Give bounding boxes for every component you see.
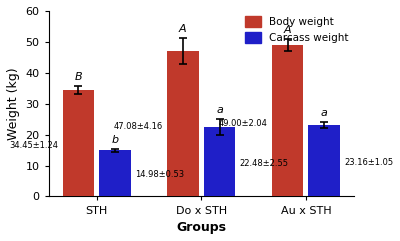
Bar [308,125,340,196]
Text: 14.98±0.53: 14.98±0.53 [135,170,184,179]
Text: B: B [74,72,82,82]
Legend: Body weight, Carcass weight: Body weight, Carcass weight [245,16,348,43]
X-axis label: Groups: Groups [176,221,226,234]
Text: A: A [284,25,291,35]
Text: 47.08±4.16: 47.08±4.16 [114,122,163,131]
Text: 22.48±2.55: 22.48±2.55 [240,159,288,167]
Text: b: b [111,135,118,145]
Text: a: a [216,105,223,115]
Bar [272,45,303,196]
Y-axis label: Weight (kg): Weight (kg) [7,67,20,140]
Text: 34.45±1.24: 34.45±1.24 [9,141,58,150]
Bar [204,127,235,196]
Bar [62,90,94,196]
Text: A: A [179,24,187,34]
Text: 23.16±1.05: 23.16±1.05 [344,158,393,167]
Text: 49.00±2.04: 49.00±2.04 [219,119,268,128]
Bar [167,51,198,196]
Text: a: a [321,108,328,118]
Bar [99,150,130,196]
